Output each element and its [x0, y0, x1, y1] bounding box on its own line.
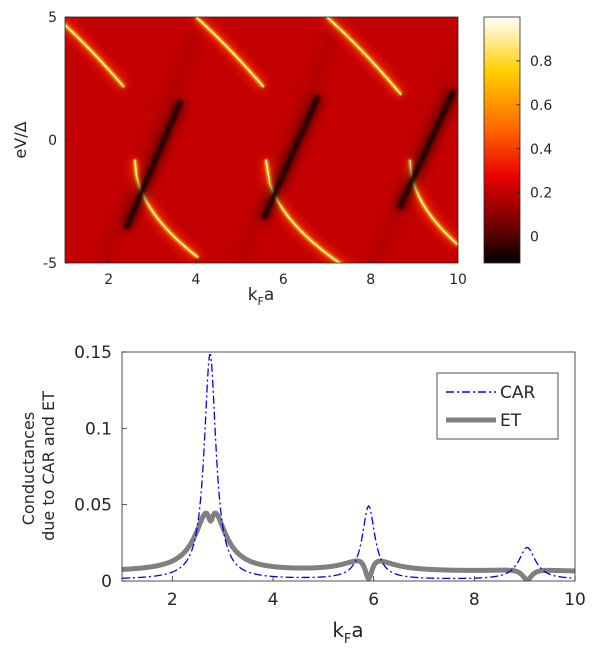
line-ytick-label-0: 0 — [101, 572, 112, 592]
heatmap-ytick-label-1: 0 — [48, 133, 57, 149]
line-ytick-label-3: 0.15 — [74, 343, 112, 363]
line-chart-ylabel: Conductances due to CAR and ET — [19, 391, 58, 541]
heatmap-dark-halo-2 — [394, 88, 458, 212]
legend-car-label: CAR — [500, 383, 535, 403]
series-et-line — [122, 510, 575, 581]
line-chart-panel: 2 4 6 8 10 0 0.05 0.1 0.15 kFa Conductances due … — [19, 343, 586, 647]
heatmap-xtick-label-0: 2 — [104, 272, 113, 288]
heatmap-features — [65, 17, 458, 263]
heatmap-xtick-label-1: 4 — [192, 272, 201, 288]
colorbar-tick-label-4: 0 — [530, 230, 539, 246]
heatmap-lower-branch-2-core — [409, 159, 458, 246]
line-chart-frame — [121, 351, 576, 582]
colorbar-tick-label-3: 0.2 — [530, 186, 552, 202]
legend-box — [436, 372, 559, 440]
legend-et-label: ET — [500, 411, 522, 431]
line-xtick-label-2: 6 — [368, 590, 379, 610]
heatmap-upper-branch-0-core — [65, 24, 125, 88]
series-car-line — [122, 354, 575, 580]
heatmap-ytick-label-2: -5 — [43, 256, 57, 272]
colorbar-gradient — [484, 17, 520, 263]
heatmap-upper-branch-2-core — [326, 17, 402, 96]
heatmap-dark-halo-1 — [258, 93, 324, 221]
line-ytick-label-2: 0.1 — [85, 419, 112, 439]
heatmap-lower-branch-0-core — [134, 159, 199, 258]
colorbar-tick-label-1: 0.6 — [530, 98, 552, 114]
heatmap-panel: 2 4 6 8 10 5 0 -5 kFa eV/Δ — [11, 10, 467, 308]
legend: CAR ET — [436, 372, 559, 440]
heatmap-lower-branch-1-core — [265, 159, 341, 263]
heatmap-xtick-label-4: 10 — [449, 272, 467, 288]
line-xtick-label-0: 2 — [167, 590, 178, 610]
colorbar-tick-label-0: 0.8 — [530, 54, 552, 70]
line-xtick-label-1: 4 — [268, 590, 279, 610]
heatmap-xlabel: kFa — [248, 285, 275, 308]
line-ytick-label-1: 0.05 — [74, 496, 112, 516]
heatmap-dark-halo-0 — [121, 98, 186, 231]
heatmap-ytick-label-0: 5 — [48, 10, 57, 26]
heatmap-ticks: 2 4 6 8 10 5 0 -5 — [43, 10, 467, 288]
line-series-group — [122, 354, 575, 581]
line-xtick-label-4: 10 — [564, 590, 586, 610]
colorbar: 0.8 0.6 0.4 0.2 0 — [483, 16, 552, 264]
colorbar-frame — [483, 16, 521, 264]
line-chart-ticks: 2 4 6 8 10 0 0.05 0.1 0.15 — [74, 343, 586, 610]
colorbar-ticks: 0.8 0.6 0.4 0.2 0 — [516, 54, 552, 246]
heatmap-band-1 — [232, 17, 348, 263]
colorbar-tick-label-2: 0.4 — [530, 142, 552, 158]
line-xtick-label-3: 8 — [469, 590, 480, 610]
line-chart-xlabel: kFa — [332, 618, 363, 647]
heatmap-xtick-label-2: 6 — [279, 272, 288, 288]
heatmap-upper-branch-1-core — [195, 17, 265, 88]
heatmap-ylabel: eV/Δ — [11, 121, 30, 158]
heatmap-xtick-label-3: 8 — [366, 272, 375, 288]
heatmap-band-0 — [94, 17, 210, 263]
